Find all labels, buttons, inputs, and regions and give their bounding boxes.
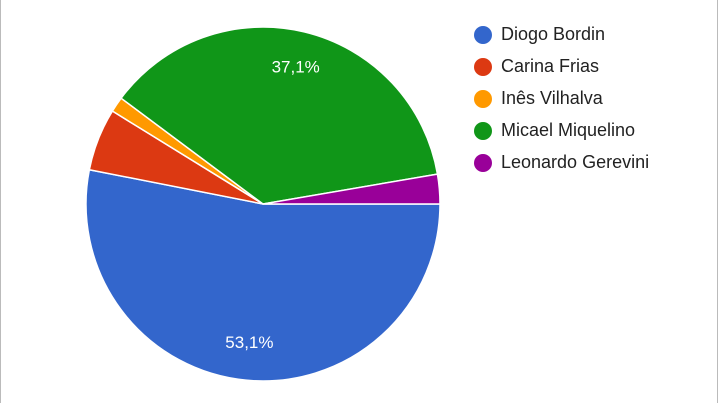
pie-slice	[120, 26, 439, 205]
legend-swatch	[474, 122, 492, 140]
pie-slice	[262, 173, 441, 205]
legend-label: Carina Frias	[501, 56, 599, 76]
legend-swatch	[474, 58, 492, 76]
legend-swatch	[474, 26, 492, 44]
legend-label: Leonardo Gerevini	[501, 152, 649, 172]
legend-label: Micael Miquelino	[501, 120, 635, 140]
legend-swatch	[474, 154, 492, 172]
legend-label: Inês Vilhalva	[501, 88, 604, 108]
pie-slice	[85, 168, 441, 382]
slice-label: 37,1%	[272, 57, 320, 76]
legend-swatch	[474, 90, 492, 108]
slice-label: 53,1%	[225, 333, 273, 352]
legend-label: Diogo Bordin	[501, 24, 605, 44]
